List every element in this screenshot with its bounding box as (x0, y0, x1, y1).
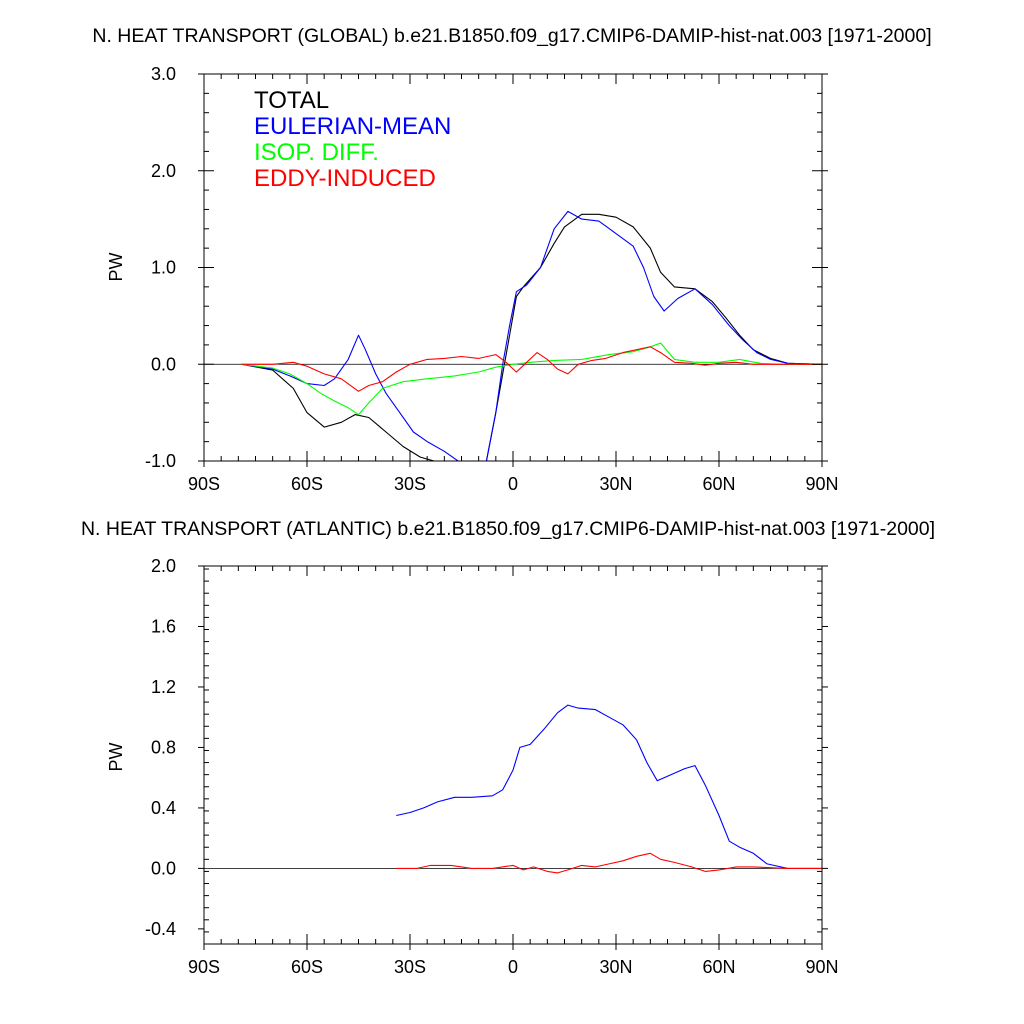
global-series-eulerian-mean (241, 210, 822, 461)
atlantic-y-tick-label: 2.0 (151, 556, 176, 576)
atlantic-plot-frame (203, 565, 823, 945)
atlantic-x-tick-label: 90S (188, 957, 220, 977)
global-y-tick-label: 2.0 (151, 161, 176, 181)
global-y-axis-label: PW (106, 252, 126, 281)
global-y-tick-label: 1.0 (151, 258, 176, 278)
atlantic-x-tick-label: 60S (291, 957, 323, 977)
atlantic-x-tick-label: 60N (702, 957, 735, 977)
global-y-tick-label: 3.0 (151, 64, 176, 84)
global-x-tick-label: 0 (508, 474, 518, 494)
atlantic-x-tick-label: 90N (805, 957, 838, 977)
global-series-isop-diff (241, 342, 822, 416)
global-legend: TOTAL EULERIAN-MEAN ISOP. DIFF. EDDY-IND… (254, 87, 451, 192)
atlantic-y-tick-label: 1.2 (151, 677, 176, 697)
atlantic-y-axis-label: PW (106, 742, 126, 771)
global-y-tick-label: -1.0 (145, 451, 176, 471)
global-y-tick-label: 0.0 (151, 354, 176, 374)
global-chart-title: N. HEAT TRANSPORT (GLOBAL) b.e21.B1850.f… (92, 25, 931, 47)
global-series-eddy-induced (241, 346, 822, 392)
global-x-tick-label: 60S (291, 474, 323, 494)
atlantic-y-tick-label: -0.4 (145, 919, 176, 939)
atlantic-x-tick-label: 0 (508, 957, 518, 977)
legend-isop-diff: ISOP. DIFF. (254, 139, 379, 166)
atlantic-series-eddy-induced (396, 852, 822, 874)
atlantic-heat-transport-panel: N. HEAT TRANSPORT (ATLANTIC) b.e21.B1850… (81, 518, 935, 977)
atlantic-chart-title: N. HEAT TRANSPORT (ATLANTIC) b.e21.B1850… (81, 518, 935, 540)
global-x-tick-label: 30N (599, 474, 632, 494)
atlantic-y-tick-label: 0.4 (151, 798, 176, 818)
atlantic-x-tick-label: 30N (599, 957, 632, 977)
atlantic-x-tick-label: 30S (394, 957, 426, 977)
global-x-tick-label: 90N (805, 474, 838, 494)
global-heat-transport-panel: N. HEAT TRANSPORT (GLOBAL) b.e21.B1850.f… (92, 25, 931, 494)
legend-total: TOTAL (254, 87, 329, 114)
atlantic-y-tick-label: 1.6 (151, 616, 176, 636)
global-x-tick-label: 60N (702, 474, 735, 494)
atlantic-y-tick-label: 0.8 (151, 737, 176, 757)
legend-eulerian-mean: EULERIAN-MEAN (254, 113, 451, 140)
global-x-tick-label: 90S (188, 474, 220, 494)
global-series-total (241, 213, 822, 461)
global-x-tick-label: 30S (394, 474, 426, 494)
atlantic-y-tick-label: 0.0 (151, 858, 176, 878)
legend-eddy-induced: EDDY-INDUCED (254, 165, 436, 192)
atlantic-series-eulerian-mean (396, 704, 822, 869)
